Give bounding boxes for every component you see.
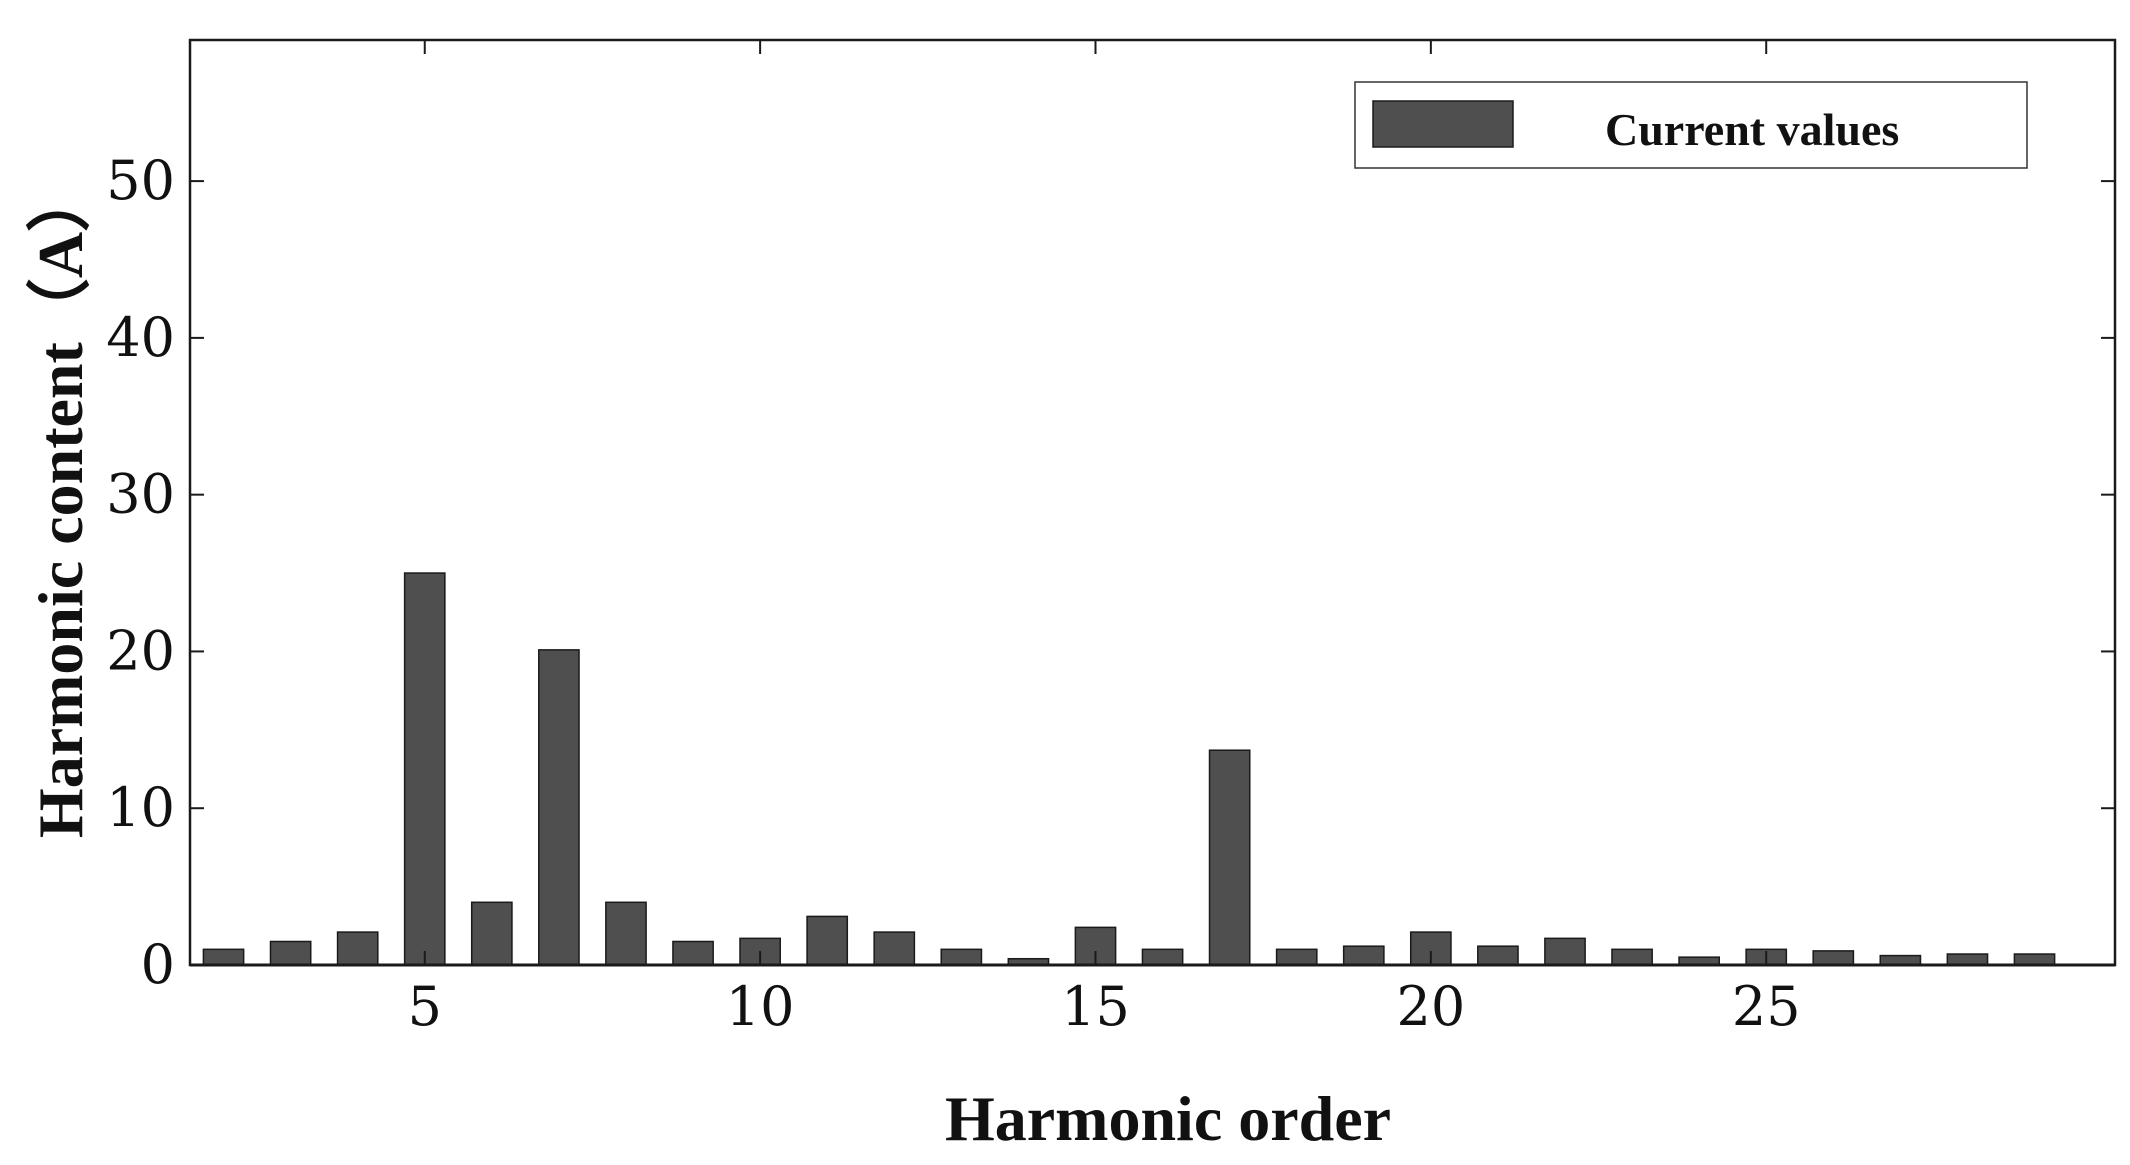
- legend: Current values: [1354, 81, 2028, 169]
- bar-harmonic-12: [873, 931, 916, 966]
- bar-harmonic-8: [605, 901, 647, 966]
- y-tick-label: 20: [106, 619, 175, 682]
- bar-harmonic-23: [1611, 948, 1653, 966]
- y-tick-labels: 0 10 20 30 40 50: [106, 149, 175, 996]
- y-tick-label: 40: [106, 306, 175, 369]
- bar-harmonic-18: [1275, 948, 1318, 966]
- ticks-layer: [190, 40, 2115, 966]
- bar-harmonic-3: [269, 940, 312, 966]
- y-tick-label: 10: [106, 776, 175, 839]
- bar-harmonic-29: [2013, 953, 2056, 966]
- bar-harmonic-16: [1141, 948, 1184, 966]
- x-axis-title: Harmonic order: [945, 1083, 1391, 1154]
- bar-harmonic-28: [1946, 953, 1989, 966]
- y-axis-title: Harmonic content（A）: [25, 168, 96, 838]
- bar-harmonic-19: [1342, 945, 1385, 966]
- bar-harmonic-11: [806, 915, 849, 966]
- y-tick-label: 0: [141, 933, 175, 996]
- x-tick-label: 15: [1061, 975, 1130, 1038]
- bar-harmonic-17: [1208, 749, 1251, 966]
- bars-layer: [202, 572, 2056, 966]
- bar-harmonic-6: [470, 901, 513, 966]
- bar-harmonic-13: [940, 948, 983, 966]
- bar-harmonic-5: [403, 572, 446, 966]
- bar-harmonic-26: [1812, 950, 1855, 966]
- bar-harmonic-4: [336, 931, 379, 966]
- bar-harmonic-2: [202, 948, 245, 966]
- y-tick-label: 50: [106, 149, 175, 212]
- legend-swatch: [1372, 100, 1514, 148]
- bar-harmonic-21: [1477, 945, 1519, 966]
- legend-label: Current values: [1605, 104, 1899, 155]
- x-tick-label: 25: [1732, 975, 1801, 1038]
- bar-harmonic-22: [1544, 937, 1586, 966]
- bar-harmonic-7: [538, 649, 580, 966]
- x-tick-label: 10: [726, 975, 795, 1038]
- x-tick-label: 20: [1396, 975, 1465, 1038]
- y-tick-label: 30: [106, 463, 175, 526]
- x-tick-label: 5: [408, 975, 442, 1038]
- bar-harmonic-9: [672, 940, 714, 966]
- plot-frame: [188, 38, 2117, 967]
- x-tick-labels: 5 10 15 20 25: [408, 975, 1801, 1038]
